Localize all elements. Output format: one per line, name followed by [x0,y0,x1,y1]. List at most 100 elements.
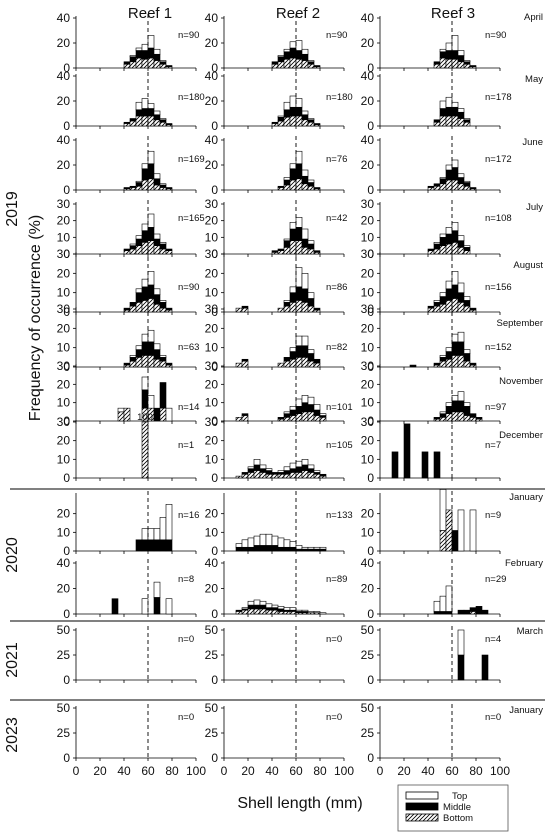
bar-top [129,55,137,58]
bar-bottom [457,302,465,313]
bar-bottom [277,362,285,368]
bar-bottom [295,472,303,479]
bar-top [141,376,149,391]
bar-top [319,546,327,550]
bar-middle [451,106,459,117]
bar-bottom [307,185,315,191]
legend-swatch-top [405,791,439,800]
bar-middle [135,238,143,246]
y-tick-label: 0 [211,305,218,319]
bar-middle [141,50,149,60]
bar-top [301,273,309,290]
y-tick-label: 20 [57,582,71,596]
bar-top [283,300,291,303]
bar-bottom [433,248,441,255]
bar-bottom [445,358,453,368]
bar-bottom [159,407,167,422]
bar-top [141,278,149,288]
bar-bottom [307,411,315,422]
bar-middle [277,56,285,63]
bar-middle [481,654,489,681]
bar-top [301,546,309,550]
bar-top [271,604,279,608]
bar-middle [271,121,279,124]
y-tick-label: 0 [211,414,218,428]
bar-middle [271,545,279,552]
y-tick-label: 0 [367,471,374,485]
panel-reef-2: 0 20 40 n=180 [205,69,353,133]
bar-top [289,406,297,411]
bar-middle [259,545,267,552]
bar-middle [457,111,465,119]
y-tick-label: 20 [57,158,71,172]
bar-bottom [277,120,285,127]
bar-bottom [451,355,459,368]
bar-top [445,347,453,352]
bar-bottom [277,307,285,313]
y-tick-label: 0 [63,247,70,261]
bar-middle [129,245,137,250]
y-tick-label: 30 [361,247,375,261]
panel-reef-1: 0 10 20 30 n=63 [57,302,200,374]
bar-middle [427,305,435,309]
bar-bottom [159,121,167,127]
bar-top [129,243,137,246]
bar-middle [295,50,303,60]
bar-top [301,459,309,466]
bar-top [141,333,149,343]
bar-middle [153,597,161,615]
bar-annotation: 100 [137,412,153,423]
panel-reef-3: 0 20 40 n=29 [361,556,507,621]
bar-top [307,179,315,183]
bar-middle [241,546,249,552]
y-tick-label: 30 [361,359,375,373]
bar-top [141,163,149,170]
y-tick-label: 0 [367,119,374,133]
bar-middle [319,473,327,477]
year-label-2019: 2019 [4,191,21,227]
y-tick-label: 30 [57,302,71,316]
bar-top [253,599,261,606]
bar-top [457,282,465,293]
bar-middle [129,118,137,122]
bar-bottom [141,421,149,479]
y-tick-label: 25 [205,648,219,662]
bar-bottom [283,360,291,368]
bar-top [265,533,273,546]
bar-top [259,600,267,606]
bar-middle [129,56,137,63]
bar-middle [469,607,477,612]
sample-size-label: n=29 [485,574,506,585]
bar-top [153,581,161,598]
bar-middle [433,61,441,65]
y-tick-label: 20 [57,266,71,280]
y-tick-label: 0 [63,414,70,428]
y-tick-label: 20 [361,507,375,521]
bar-middle [433,183,441,187]
bar-middle [469,187,477,190]
x-tick-label: 100 [334,764,354,778]
sample-size-label: n=82 [326,342,347,353]
panel-reef-3: 0 10 20 30 n=152 [361,302,512,374]
y-tick-label: 0 [367,544,374,558]
month-label: January [509,705,543,716]
y-tick-label: 30 [57,247,71,261]
sample-size-label: n=169 [178,154,205,165]
bar-top [439,100,447,109]
bar-middle [253,464,261,471]
bar-top [457,108,465,113]
sample-size-label: n=9 [485,510,501,521]
bar-middle [295,466,303,473]
bar-bottom [283,611,291,615]
bar-bottom [301,60,309,69]
bar-bottom [241,415,249,422]
bar-middle [439,413,447,418]
bar-bottom [129,305,137,313]
bar-bottom [271,609,279,615]
bar-middle [123,121,131,124]
bar-top [283,607,291,611]
bar-middle [141,286,149,301]
bar-bottom [265,473,273,479]
bar-bottom [277,473,285,479]
y-tick-label: 40 [361,11,375,25]
